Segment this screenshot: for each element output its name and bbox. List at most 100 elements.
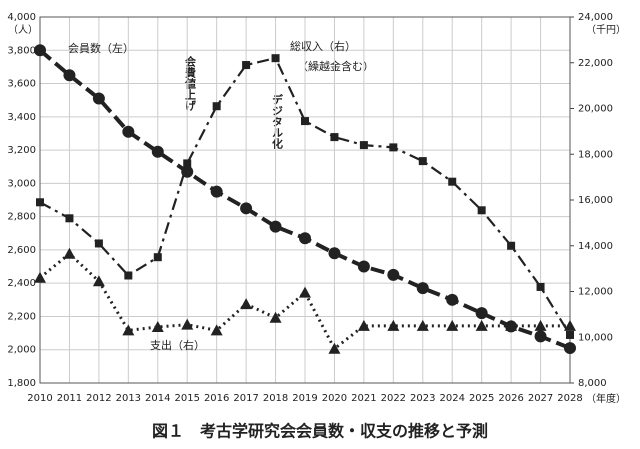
marker — [387, 268, 400, 281]
marker — [63, 69, 76, 82]
y2-tick-label: 16,000 — [578, 195, 613, 206]
x-tick-label: 2023 — [410, 393, 435, 404]
x-tick-label: 2014 — [145, 393, 170, 404]
marker — [299, 286, 311, 298]
marker — [92, 275, 105, 287]
y-unit: （人） — [8, 24, 38, 36]
y-tick-label: 3,000 — [7, 178, 36, 189]
x-tick-label: 2013 — [116, 393, 141, 404]
x-tick-label: 2026 — [498, 393, 523, 404]
marker — [151, 320, 164, 332]
x-tick-label: 2018 — [263, 393, 288, 404]
x-tick-label: 2011 — [57, 393, 82, 404]
marker — [92, 92, 105, 105]
x-tick-label: 2017 — [233, 393, 258, 404]
marker — [242, 61, 251, 70]
marker — [240, 202, 253, 215]
marker — [94, 239, 103, 248]
y2-tick-label: 24,000 — [578, 12, 613, 23]
x-tick-label: 2025 — [469, 393, 494, 404]
y2-tick-label: 10,000 — [578, 332, 613, 343]
marker — [446, 293, 459, 306]
marker — [328, 342, 341, 354]
marker — [534, 319, 547, 331]
y2-tick-label: 20,000 — [578, 104, 613, 115]
x-tick-label: 2020 — [322, 393, 347, 404]
marker — [210, 185, 223, 198]
x-tick-label: 2012 — [86, 393, 111, 404]
marker — [240, 298, 253, 310]
marker — [122, 125, 135, 138]
marker — [387, 319, 400, 331]
marker — [269, 311, 282, 323]
marker — [63, 247, 76, 259]
marker — [34, 44, 46, 57]
marker — [124, 271, 133, 280]
marker — [564, 342, 576, 355]
x-tick-label: 2028 — [557, 393, 582, 404]
marker — [475, 307, 488, 320]
x-unit: （年度） — [586, 392, 626, 405]
marker — [477, 206, 486, 215]
marker — [389, 143, 398, 152]
y2-tick-label: 14,000 — [578, 241, 613, 252]
marker — [36, 198, 44, 207]
marker — [357, 260, 370, 273]
marker — [330, 133, 339, 142]
marker — [122, 324, 135, 336]
marker — [359, 141, 368, 150]
y-tick-label: 2,800 — [7, 212, 36, 223]
marker — [65, 214, 74, 223]
marker — [507, 241, 516, 250]
marker — [564, 319, 576, 331]
series-label: 会員数（左） — [68, 42, 134, 55]
x-tick-label: 2019 — [292, 393, 317, 404]
series-label: 総収入（右） — [290, 39, 356, 53]
x-tick-label: 2022 — [381, 393, 406, 404]
marker — [566, 330, 574, 339]
x-tick-label: 2016 — [204, 393, 229, 404]
y-tick-label: 3,200 — [7, 145, 36, 156]
annotation: （繰越金含む） — [297, 59, 374, 73]
marker — [210, 324, 223, 336]
y-tick-label: 3,600 — [7, 79, 36, 90]
series-label: 支出（右） — [150, 338, 205, 352]
x-tick-label: 2027 — [528, 393, 553, 404]
y-tick-label: 3,400 — [7, 112, 36, 123]
y-tick-label: 3,800 — [7, 45, 36, 56]
chart-title: 図１ 考古学研究会会員数・収支の推移と予測 — [152, 422, 488, 441]
marker — [269, 220, 282, 233]
marker — [34, 271, 46, 283]
marker — [416, 319, 429, 331]
y2-tick-label: 12,000 — [578, 287, 613, 298]
marker — [534, 330, 547, 343]
marker — [181, 165, 194, 178]
marker — [212, 102, 221, 111]
y2-tick-label: 8,000 — [578, 378, 607, 389]
y-tick-label: 1,800 — [7, 378, 36, 389]
y2-tick-label: 18,000 — [578, 149, 613, 160]
marker — [475, 319, 488, 331]
marker — [505, 319, 518, 331]
marker — [328, 247, 341, 260]
marker — [181, 318, 194, 330]
marker — [536, 282, 545, 291]
x-tick-label: 2021 — [351, 393, 376, 404]
x-tick-label: 2015 — [174, 393, 199, 404]
x-tick-label: 2010 — [27, 393, 52, 404]
marker — [418, 157, 427, 166]
marker — [151, 145, 164, 158]
marker — [448, 177, 457, 186]
marker — [153, 253, 162, 262]
y-tick-label: 2,000 — [7, 345, 36, 356]
marker — [271, 54, 280, 63]
marker — [301, 117, 309, 126]
annotation: デジタル化 — [271, 93, 284, 150]
x-tick-label: 2024 — [439, 393, 464, 404]
y-tick-label: 2,200 — [7, 311, 36, 322]
marker — [299, 232, 311, 245]
y-tick-label: 2,600 — [7, 245, 36, 256]
marker — [183, 159, 192, 168]
